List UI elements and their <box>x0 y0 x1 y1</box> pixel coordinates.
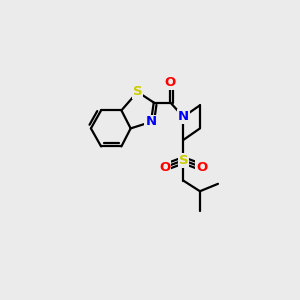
Text: S: S <box>178 154 188 167</box>
Text: N: N <box>178 110 189 123</box>
Text: O: O <box>196 161 207 174</box>
Text: S: S <box>133 85 142 98</box>
Text: N: N <box>146 116 157 128</box>
Text: O: O <box>159 161 170 174</box>
Text: O: O <box>165 76 176 89</box>
